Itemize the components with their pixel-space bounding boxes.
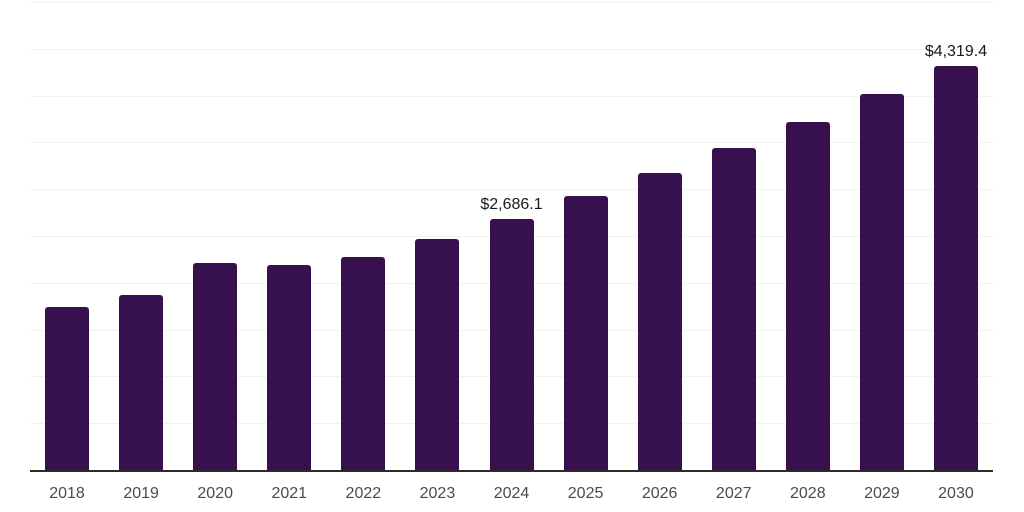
bar-2020[interactable]: [193, 262, 238, 470]
x-tick-2019: 2019: [123, 485, 159, 502]
bar-2019[interactable]: [119, 295, 164, 470]
bar-2030[interactable]: [933, 65, 978, 470]
bar-2018[interactable]: [45, 307, 90, 470]
bar-2029[interactable]: [859, 93, 904, 470]
gridline-4500: [30, 48, 993, 50]
plot-area: $2,686.1 $4,319.4: [30, 2, 993, 472]
bar-2027[interactable]: [711, 147, 756, 470]
gridline-4000: [30, 95, 993, 97]
x-tick-2027: 2027: [715, 485, 752, 502]
x-tick-2021: 2021: [271, 485, 308, 502]
gridline-3000: [30, 189, 993, 191]
x-axis: 2018 2019 2020 2021 2022 2023 2024 2025 2026 2027…: [30, 484, 993, 508]
gridline-5000: [30, 2, 993, 3]
x-tick-2029: 2029: [864, 485, 900, 502]
x-tick-2018: 2018: [49, 485, 85, 502]
bar-2024[interactable]: [489, 218, 534, 470]
x-tick-2025: 2025: [567, 485, 604, 502]
bar-2023[interactable]: [415, 238, 460, 470]
x-tick-2026: 2026: [641, 485, 678, 502]
bar-2022[interactable]: [341, 256, 386, 470]
x-tick-2030: 2030: [938, 485, 974, 502]
x-tick-2024: 2024: [493, 485, 530, 502]
x-tick-2020: 2020: [197, 485, 233, 502]
x-tick-2028: 2028: [790, 485, 826, 502]
bar-2028[interactable]: [785, 121, 830, 470]
gridline-3500: [30, 142, 993, 144]
x-tick-2022: 2022: [345, 485, 382, 502]
bar-2021[interactable]: [267, 265, 312, 470]
data-label-2030: $4,319.4: [924, 42, 988, 60]
bar-2026[interactable]: [637, 172, 682, 470]
bar-2025[interactable]: [563, 195, 608, 470]
x-tick-2023: 2023: [419, 485, 456, 502]
data-label-2024: $2,686.1: [480, 195, 543, 213]
